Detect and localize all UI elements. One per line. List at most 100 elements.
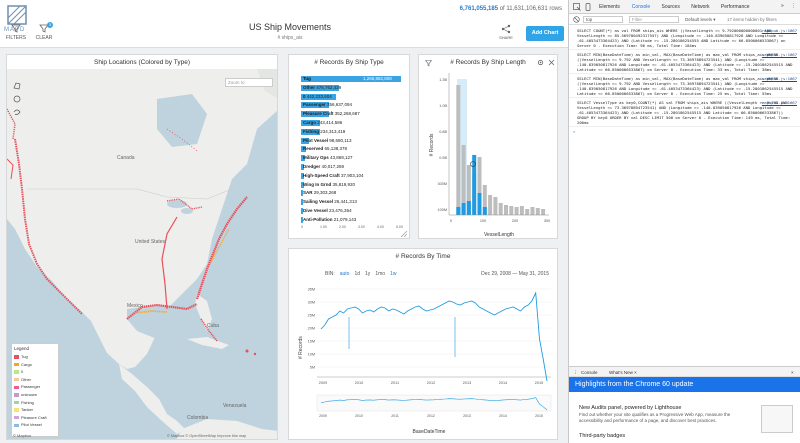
bar-row[interactable]: SAR 29,303,268: [301, 189, 401, 197]
time-brush-x-tick: 2010: [355, 414, 363, 418]
bar-row[interactable]: Military Ops 43,869,127: [301, 154, 401, 162]
drawer-menu-icon[interactable]: ⋮: [573, 369, 578, 375]
bar-category: Sailing Vessel: [303, 199, 334, 205]
legend-label: Passenger: [21, 384, 41, 390]
bar-row[interactable]: Pleasure Craft 352,268,687: [301, 110, 401, 118]
context-select[interactable]: top: [583, 16, 623, 23]
device-toggle-icon[interactable]: [584, 3, 592, 11]
log-source-link[interactable]: raybpub.js:1667: [761, 99, 797, 105]
bar-row[interactable]: Cargo 243,414,586: [301, 119, 401, 127]
bar-category: Other: [303, 84, 316, 90]
drawer-tab-whats-new[interactable]: What's New ×: [609, 369, 637, 375]
drawer-close-icon[interactable]: ×: [791, 369, 794, 375]
hist-y-tick: 0.8B: [439, 130, 447, 134]
devtools-tab-console[interactable]: Console: [631, 4, 651, 10]
devtools-tab-performance[interactable]: Performance: [720, 4, 750, 10]
bar-row[interactable]: High-Speed Craft 37,903,104: [301, 172, 401, 180]
bar-row[interactable]: Anti-Pollution 21,079,143: [301, 216, 401, 224]
hist-bar-selected: [456, 207, 461, 215]
bar-row[interactable]: Tug 1,265,882,808: [301, 75, 401, 83]
bar-label: Pleasure Craft 352,268,687: [303, 110, 360, 118]
bar-row[interactable]: Reserved 65,138,378: [301, 145, 401, 153]
time-y-tick: 25M: [308, 314, 315, 318]
legend-item[interactable]: Fishing: [14, 399, 56, 407]
console-prompt[interactable]: >: [573, 129, 576, 134]
time-brush-line: [320, 397, 548, 411]
bar-row[interactable]: Other 476,762,429: [301, 84, 401, 92]
row-count-filtered: 6,761,055,185: [459, 6, 499, 12]
records-by-time-chart[interactable]: 35M 30M 25M 20M 15M 10M 5M 2009 2010 2011 2012 2013…: [289, 277, 558, 437]
log-source-link[interactable]: raybpub.js:1667: [761, 51, 797, 57]
time-x-tick: 2012: [427, 381, 435, 385]
filter-icon[interactable]: [425, 60, 432, 67]
legend-item[interactable]: unknown: [14, 391, 56, 399]
bar-row[interactable]: 0 442,233,604: [301, 93, 401, 101]
draw-polygon-icon[interactable]: [13, 77, 21, 90]
ship-length-histogram[interactable]: 1.3B 1.0B 0.8B 0.5B 300M 100M 0 100 200 300 # Reco…: [419, 69, 558, 239]
bar-category: Fishing: [303, 128, 319, 134]
gear-icon[interactable]: [537, 59, 544, 66]
bar-row[interactable]: Wing In Grnd 35,819,920: [301, 181, 401, 189]
inspect-icon[interactable]: [573, 3, 581, 11]
legend-swatch: [14, 400, 19, 405]
share-button[interactable]: SHARE: [498, 24, 514, 40]
bar-row[interactable]: Dive Vessel 23,476,364: [301, 207, 401, 215]
devtools-tab-elements[interactable]: Elements: [599, 4, 620, 10]
legend-item[interactable]: Tug: [14, 353, 56, 361]
log-source-link[interactable]: raybpub.js:1667: [761, 75, 797, 81]
bin-option-auto[interactable]: auto: [339, 271, 350, 277]
legend-item[interactable]: Passenger: [14, 383, 56, 391]
bin-label: BIN:: [325, 271, 335, 277]
legend-item[interactable]: Pilot Vessel: [14, 421, 56, 429]
map-attribution[interactable]: © Mapbox © OpenStreetMap Improve this ma…: [167, 434, 247, 438]
bar-label: Wing In Grnd 35,819,920: [303, 181, 355, 189]
bin-option-1d[interactable]: 1d: [354, 271, 361, 277]
draw-circle-icon[interactable]: [13, 90, 21, 103]
devtools-tab-network[interactable]: Network: [691, 4, 710, 10]
whats-new-highlight: Highlights from the Chrome 60 update: [569, 377, 800, 392]
devtools-menu-icon[interactable]: ⋮: [791, 3, 796, 9]
hist-bar-background: [498, 203, 503, 215]
devtools-tab-sources[interactable]: Sources: [661, 4, 680, 10]
map-label-venezuela: Venezuela: [223, 403, 247, 409]
legend-swatch: [14, 355, 19, 359]
news-title[interactable]: New Audits panel, powered by Lighthouse: [579, 405, 682, 411]
date-range[interactable]: Dec 29, 2008 — May 31, 2015: [481, 271, 549, 277]
legend-item[interactable]: Pleasure Craft: [14, 414, 56, 422]
draw-lasso-icon[interactable]: [13, 103, 21, 116]
close-icon[interactable]: [548, 59, 555, 66]
news-title[interactable]: Third-party badges: [579, 433, 626, 439]
drawer-tabs: ⋮ Console What's New × ×: [569, 367, 800, 377]
bar-row[interactable]: Pilot Vessel 98,680,113: [301, 137, 401, 145]
time-brush-x-tick: 2013: [463, 414, 471, 418]
clear-console-icon[interactable]: [573, 16, 580, 23]
bin-option-1w[interactable]: 1w: [390, 271, 397, 277]
dashboard-title[interactable]: US Ship Movements: [248, 22, 332, 32]
map-label-colombia: Colombia: [187, 415, 209, 421]
bin-option-1y[interactable]: 1y: [365, 271, 371, 277]
log-source-link[interactable]: raybpub.js:1667: [761, 27, 797, 33]
filters-button[interactable]: FILTERS: [4, 24, 28, 41]
bar-row[interactable]: Passenger 356,637,094: [301, 101, 401, 109]
bar: [301, 120, 320, 126]
bar-row[interactable]: Fishing 234,313,419: [301, 128, 401, 136]
cursor-crosshair-icon: [470, 161, 476, 167]
zoom-to-input[interactable]: Zoom to: [225, 78, 273, 87]
more-tabs-icon[interactable]: »: [781, 3, 784, 9]
bar-category: Tug: [303, 76, 311, 81]
hist-bar-background: [535, 208, 540, 215]
legend-item[interactable]: Cargo: [14, 361, 56, 369]
hist-title: # Records By Ship Length: [450, 59, 526, 66]
legend-item[interactable]: Tanker: [14, 406, 56, 414]
drawer-tab-console[interactable]: Console: [581, 369, 598, 375]
bar-row[interactable]: Dredger 40,017,269: [301, 163, 401, 171]
bar-label: Sailing Vessel 26,441,313: [303, 198, 357, 206]
log-levels-select[interactable]: Default levels ▾: [685, 16, 716, 22]
legend-item[interactable]: Other: [14, 376, 56, 384]
resize-handle-icon[interactable]: [401, 231, 407, 237]
legend-item[interactable]: 0: [14, 368, 56, 376]
add-chart-button[interactable]: Add Chart: [526, 26, 564, 41]
console-filter-input[interactable]: Filter: [629, 16, 679, 23]
bin-option-1mo[interactable]: 1mo: [375, 271, 386, 277]
bar-row[interactable]: Sailing Vessel 26,441,313: [301, 198, 401, 206]
